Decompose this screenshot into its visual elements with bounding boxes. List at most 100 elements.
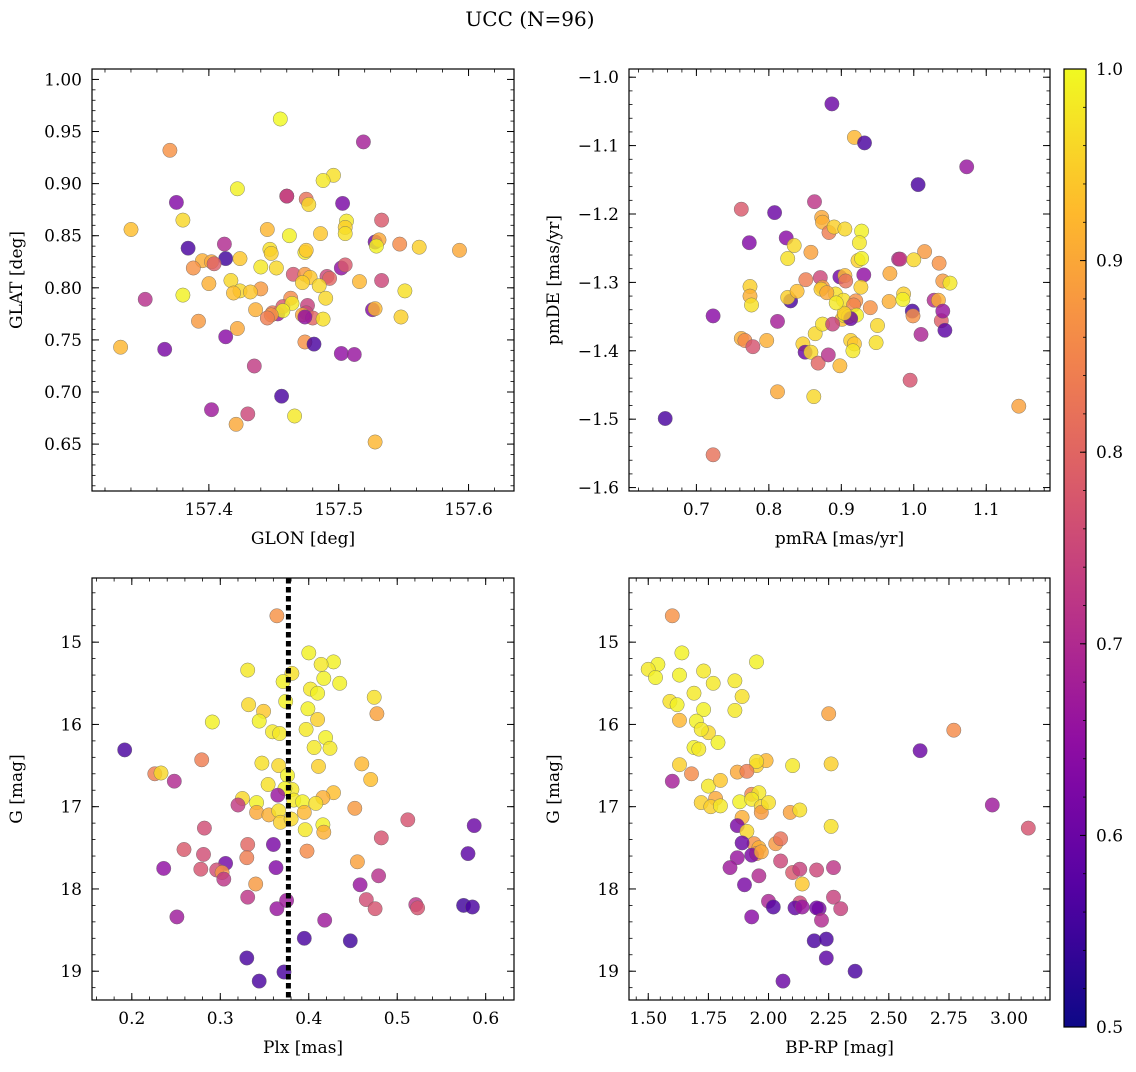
scatter-point [168,194,184,210]
scatter-point [270,787,286,803]
scatter-point [296,805,312,820]
y-axis-label: pmDE [mas/yr] [544,215,564,345]
scatter-point [862,300,878,316]
scatter-point [669,697,685,713]
y-tick-label: 18 [60,880,82,900]
scatter-point [814,912,829,928]
x-tick-label: 1.75 [689,1009,727,1029]
scatter-point [354,756,370,772]
scatter-point [807,194,822,210]
scatter-point [311,278,327,294]
scatter-point [759,333,775,348]
scatter-point [230,797,246,813]
scatter-point [727,673,743,689]
scatter-point [355,134,371,150]
scatter-point [452,242,467,258]
scatter-point [239,850,255,866]
scatter-point [836,305,852,321]
scatter-point [902,372,918,388]
scatter-point [204,402,219,418]
y-tick-label: −1.4 [578,342,619,362]
scatter-point [259,222,275,237]
scatter-point [322,740,338,756]
scatter-point [253,259,269,275]
scatter-point [931,255,947,271]
scatter-point [693,722,709,737]
colorbar-gradient [1063,68,1087,1028]
scatter-point [672,712,687,728]
scatter-point [672,667,687,683]
scatter-point [705,308,721,324]
y-tick-label: 0.65 [44,435,82,455]
scatter-point [984,797,1000,813]
scatter-point [749,754,764,769]
scatter-point [937,322,953,338]
scatter-point [798,272,814,288]
colorbar-tick-label: 1.0 [1096,60,1123,80]
y-tick-label: 0.95 [44,123,82,143]
scatter-point [358,892,374,907]
scatter-point [785,758,800,773]
scatter-point [240,406,256,422]
scatter-point [268,860,284,875]
scatter-point [294,275,310,290]
scatter-point [727,703,743,718]
scatter-point [349,854,365,870]
scatter-point [240,662,256,678]
scatter-point [780,251,796,266]
scatter-point [664,773,680,789]
scatter-point [853,279,869,295]
points-plx [117,608,482,989]
scatter-point [272,726,287,741]
scatter-point [696,702,711,717]
y-tick-label: 19 [597,962,619,982]
scatter-point [905,308,921,324]
x-tick-label: 3.00 [990,1009,1028,1029]
scatter-point [1020,820,1036,836]
scatter-point [240,889,256,905]
scatter-point [411,239,427,255]
scatter-point [352,877,368,893]
scatter-point [306,336,322,352]
scatter-point [251,973,267,989]
x-axis-label: BP-RP [mag] [785,1038,894,1058]
scatter-point [287,408,302,424]
scatter-point [263,245,279,261]
scatter-point [175,287,191,303]
scatter-point [274,388,289,404]
scatter-point [281,228,297,244]
scatter-point [809,862,824,878]
scatter-point [240,837,256,852]
y-tick-label: 0.75 [44,331,82,351]
scatter-point [913,326,929,342]
scatter-point [906,252,922,268]
panel-pm: 0.7 0.8 0.9 1.0 1.1 −1.6 −1.5 −1.4 −1.3 −1.2 −1.1 −… [544,68,1051,549]
x-tick-label: 2.50 [870,1009,908,1029]
scatter-point [824,96,840,112]
scatter-point [226,285,241,301]
scatter-point [374,212,389,228]
scatter-point [686,685,702,701]
scatter-point [368,238,384,254]
scatter-point [845,343,861,359]
y-tick-label: 15 [597,633,619,653]
x-tick-label: 1.50 [629,1009,667,1029]
scatter-point [175,212,191,228]
x-tick-label: 0.3 [207,1009,234,1029]
scatter-point [337,226,353,242]
scatter-point [162,142,178,158]
scatter-point [248,876,264,892]
scatter-point [265,837,281,852]
scatter-point [749,654,764,670]
scatter-point [770,384,785,400]
colorbar-tick-label: 0.8 [1096,443,1123,463]
scatter-point [317,912,333,928]
scatter-point [113,339,129,355]
scatter-point [664,608,680,624]
scatter-point [316,824,332,840]
scatter-point [392,236,408,252]
scatter-point [828,295,844,311]
scatter-point [847,963,863,979]
scatter-point [789,283,805,299]
